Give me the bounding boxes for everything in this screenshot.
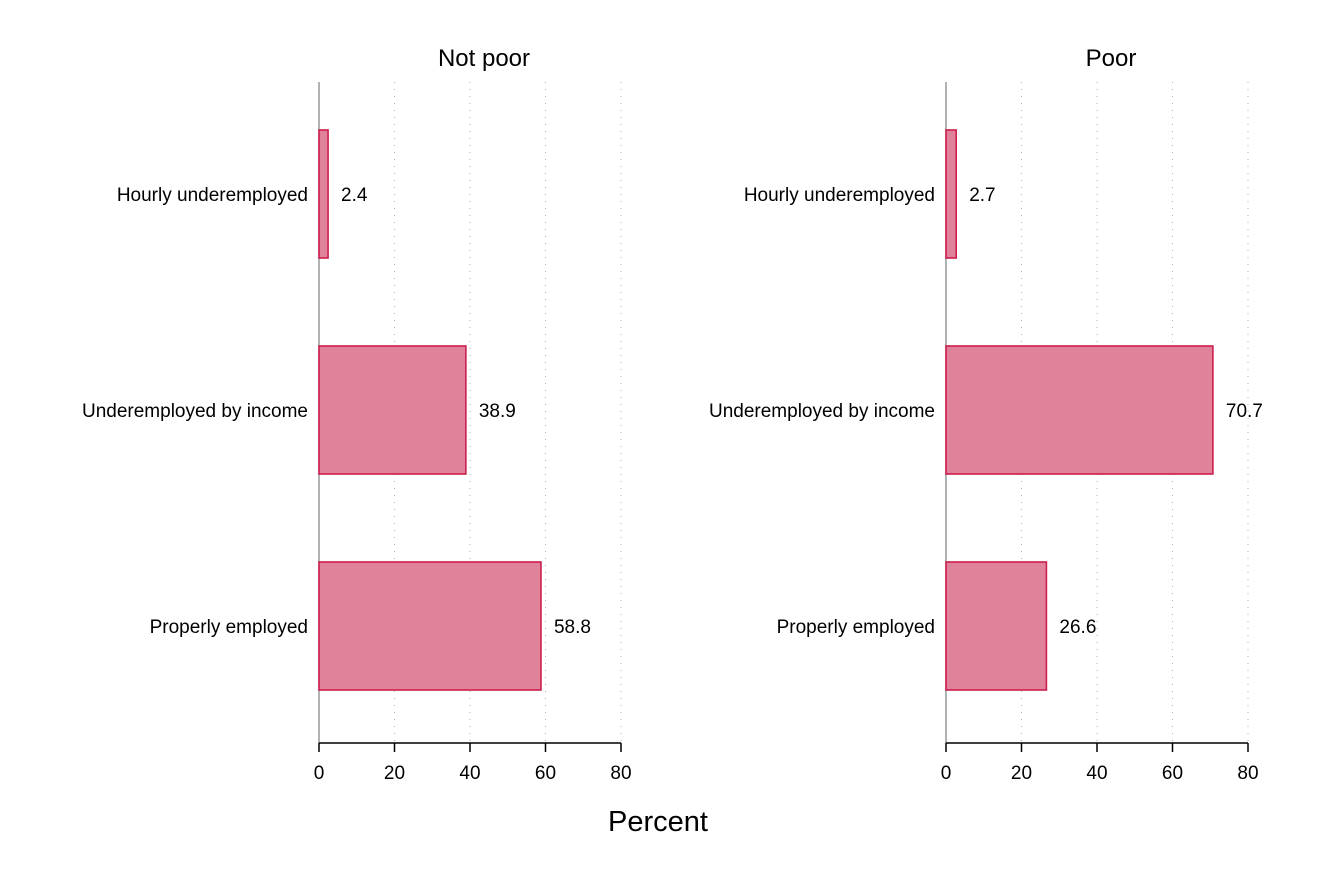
bar xyxy=(945,561,1048,691)
x-tick-label: 60 xyxy=(535,763,556,784)
x-tick-label: 40 xyxy=(459,763,480,784)
category-label: Properly employed xyxy=(150,617,308,638)
x-axis-title: Percent xyxy=(608,806,708,838)
bar-value-label: 2.4 xyxy=(341,185,368,206)
x-tick-label: 40 xyxy=(1086,763,1107,784)
category-label: Hourly underemployed xyxy=(117,185,308,206)
x-tick-label: 0 xyxy=(941,763,952,784)
bar-value-label: 26.6 xyxy=(1059,617,1096,638)
category-label: Hourly underemployed xyxy=(744,185,935,206)
category-label: Underemployed by income xyxy=(709,401,935,422)
bar xyxy=(318,561,542,691)
panel-poor: Poor 2.7 Hourly underemployed 70.7 Underempl… xyxy=(709,45,1263,784)
x-tick-label: 0 xyxy=(314,763,325,784)
bar-value-label: 38.9 xyxy=(479,401,516,422)
x-tick-label: 60 xyxy=(1162,763,1183,784)
category-label: Properly employed xyxy=(777,617,935,638)
x-tick-label: 20 xyxy=(384,763,405,784)
bar-value-label: 70.7 xyxy=(1226,401,1263,422)
x-tick-label: 80 xyxy=(610,763,631,784)
bar xyxy=(945,345,1214,475)
x-tick-label: 80 xyxy=(1237,763,1258,784)
bar xyxy=(318,129,329,259)
panel-not-poor: Not poor 2.4 Hourly underemployed 38.9 Under… xyxy=(82,45,632,784)
bar xyxy=(318,345,467,475)
panel-title: Not poor xyxy=(438,45,530,72)
x-tick-label: 20 xyxy=(1011,763,1032,784)
category-label: Underemployed by income xyxy=(82,401,308,422)
bar-value-label: 58.8 xyxy=(554,617,591,638)
bar xyxy=(945,129,957,259)
panel-title: Poor xyxy=(1086,45,1137,72)
bar-value-label: 2.7 xyxy=(969,185,995,206)
